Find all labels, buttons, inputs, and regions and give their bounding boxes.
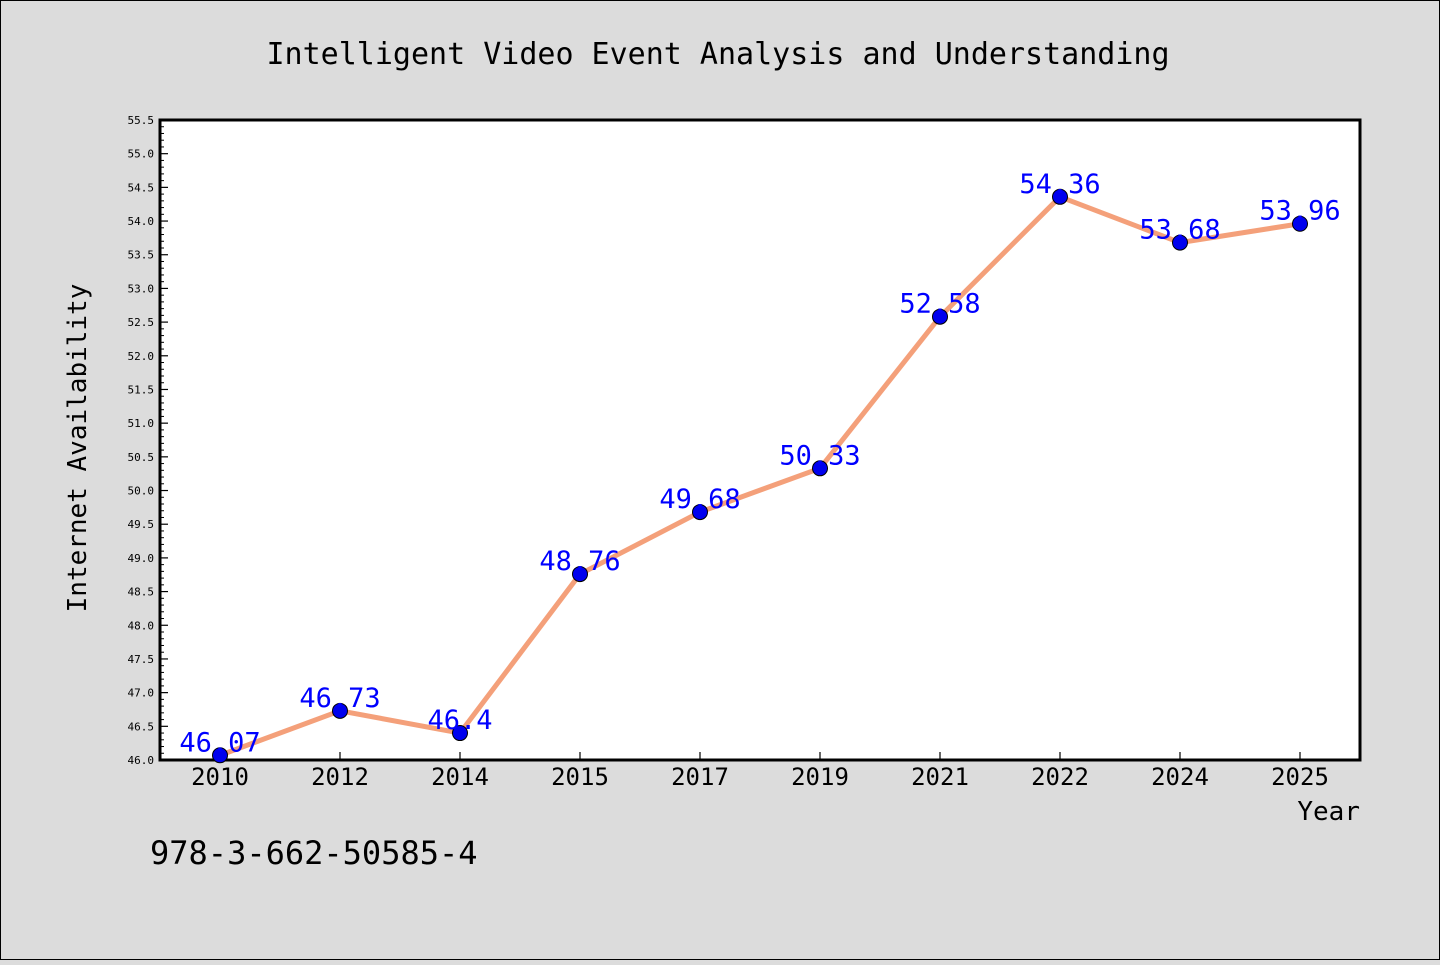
x-tick-label: 2012 [311,763,369,791]
data-point [1172,234,1188,251]
y-tick-label: 52.0 [128,350,155,363]
y-tick-label: 49.5 [128,518,155,531]
data-label: 53.68 [1139,215,1220,246]
y-tick-label: 48.5 [128,586,155,599]
isbn-text: 978-3-662-50585-4 [150,834,478,872]
data-label: 46.73 [299,683,380,714]
x-tick-label: 2015 [551,763,609,791]
y-tick-label: 55.0 [128,148,155,161]
y-tick-label: 51.0 [128,417,155,430]
data-point [932,308,948,325]
data-point [212,747,228,764]
data-label: 48.76 [539,546,620,577]
series-line [219,194,1301,758]
y-tick-label: 50.5 [128,451,155,464]
x-tick-label: 2010 [191,763,249,791]
x-tick-label: 2014 [431,763,489,791]
data-point [572,566,588,583]
x-tick-label: 2024 [1151,763,1209,791]
data-labels: 46.07 46.73 46.4 48.76 49.68 50.33 52.58 54.36 5… [179,169,1340,758]
plot-area [158,118,1362,762]
x-tick-label: 2022 [1031,763,1089,791]
data-point [452,725,468,742]
y-tick-label: 49.0 [128,552,155,565]
y-tick-label: 51.5 [128,383,155,396]
data-point [1052,188,1068,205]
data-point [1292,215,1308,232]
data-label: 46.4 [427,705,492,736]
y-tick-label: 55.5 [128,114,155,127]
y-tick-label: 46.5 [128,720,155,733]
x-tick-label: 2019 [791,763,849,791]
data-point [332,702,348,719]
data-point [812,460,828,477]
data-label: 50.33 [779,440,860,471]
chart-title: Intelligent Video Event Analysis and Und… [266,37,1169,72]
data-label: 52.58 [899,289,980,320]
series-layer [212,188,1308,764]
data-point [692,504,708,521]
y-tick-label: 48.0 [128,619,155,632]
y-tick-label: 46.0 [128,754,155,767]
x-tick-label: 2025 [1271,763,1329,791]
y-tick-label: 47.5 [128,653,155,666]
y-tick-label: 54.5 [128,181,155,194]
y-tick-label: 47.0 [128,687,155,700]
data-label: 54.36 [1019,169,1100,200]
x-tick-label: 2017 [671,763,729,791]
y-tick-label: 54.0 [128,215,155,228]
x-axis: 2010 2012 2014 2015 2017 2019 2021 2022 2024 2025 [191,752,1329,791]
y-tick-label: 50.0 [128,485,155,498]
y-tick-label: 53.5 [128,249,155,262]
y-axis: 46.0 46.5 47.0 47.5 48.0 48.5 49.0 49.5 50.0 50.5… [128,114,168,767]
x-axis-label: Year [1297,797,1360,827]
y-tick-label: 53.0 [128,282,155,295]
data-label: 49.68 [659,484,740,515]
y-axis-label: Internet Availability [63,284,93,613]
data-label: 46.07 [179,727,260,758]
data-label: 53.96 [1259,196,1340,227]
x-tick-label: 2021 [911,763,969,791]
y-tick-label: 52.5 [128,316,155,329]
